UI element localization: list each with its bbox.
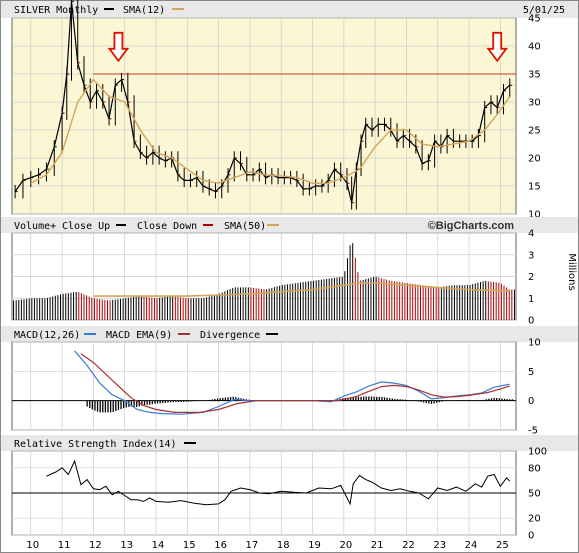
y-tick-label: 20 <box>528 154 541 165</box>
y-tick-label: 4 <box>528 229 534 240</box>
sma-legend-label: SMA(12) <box>123 5 165 16</box>
price-legend-label: SILVER Monthly <box>14 5 98 16</box>
y-tick-label: -5 <box>528 426 538 437</box>
x-tick-label: 13 <box>120 540 133 551</box>
y-tick-label: 30 <box>528 98 541 109</box>
chart-date: 5/01/25 <box>523 5 565 16</box>
x-tick-label: 18 <box>277 540 290 551</box>
rsi-title: Relative Strength Index(14) <box>14 439 177 450</box>
x-tick-label: 21 <box>371 540 384 551</box>
y-tick-label: 10 <box>528 210 541 221</box>
y-tick-label: 5 <box>528 367 534 378</box>
annotation-arrow <box>107 31 130 63</box>
y-tick-label: 10 <box>528 338 541 349</box>
y-tick-label: 100 <box>528 447 547 458</box>
y-tick-label: 20 <box>528 514 541 525</box>
rsi-line <box>46 459 511 506</box>
y-tick-label: 0 <box>528 316 534 327</box>
x-tick-label: 17 <box>246 540 259 551</box>
x-tick-label: 19 <box>308 540 321 551</box>
panel-header-2 <box>1 326 578 342</box>
y-tick-label: 15 <box>528 182 541 193</box>
volume-sma50-line <box>93 282 510 297</box>
x-tick-label: 15 <box>183 540 196 551</box>
y-tick-label: 2 <box>528 272 534 283</box>
y-tick-label: 35 <box>528 70 541 81</box>
macd-legend-label: MACD(12,26) <box>14 330 80 341</box>
x-tick-label: 14 <box>152 540 165 551</box>
x-tick-label: 22 <box>402 540 415 551</box>
volume-title: Volume+ <box>14 221 56 232</box>
y-tick-label: 0 <box>528 531 534 542</box>
y-tick-label: 0 <box>528 396 534 407</box>
y-tick-label: 40 <box>528 42 541 53</box>
volume-ylabel: Millions <box>566 253 577 290</box>
y-tick-label: 25 <box>528 126 541 137</box>
annotation-arrow <box>486 31 509 63</box>
watermark: ©BigCharts.com <box>428 220 515 232</box>
volume-legend-up: Close Up <box>62 221 110 232</box>
y-tick-label: 45 <box>528 14 541 25</box>
x-tick-label: 25 <box>496 540 509 551</box>
plot-area-0 <box>11 17 517 215</box>
x-tick-label: 16 <box>214 540 227 551</box>
panel-header-3 <box>1 435 578 451</box>
plot-area-2 <box>11 341 517 431</box>
y-tick-label: 3 <box>528 250 534 261</box>
x-tick-label: 20 <box>339 540 352 551</box>
x-tick-label: 12 <box>89 540 102 551</box>
divergence-legend-label: Divergence <box>200 330 260 341</box>
y-tick-label: 50 <box>528 489 541 500</box>
x-tick-label: 24 <box>465 540 478 551</box>
y-tick-label: 1 <box>528 294 534 305</box>
x-tick-label: 10 <box>26 540 39 551</box>
macd-ema-legend-label: MACD EMA(9) <box>106 330 172 341</box>
y-tick-label: 80 <box>528 463 541 474</box>
sma12-line <box>30 78 511 184</box>
panel-header-0 <box>1 1 578 18</box>
macd-ema-line <box>80 353 510 413</box>
panel-header-1 <box>1 217 578 233</box>
volume-legend-down: Close Down <box>137 221 197 232</box>
x-tick-label: 11 <box>58 540 71 551</box>
volume-legend-sma: SMA(50) <box>224 221 266 232</box>
price-line <box>14 1 511 203</box>
x-tick-label: 23 <box>433 540 446 551</box>
